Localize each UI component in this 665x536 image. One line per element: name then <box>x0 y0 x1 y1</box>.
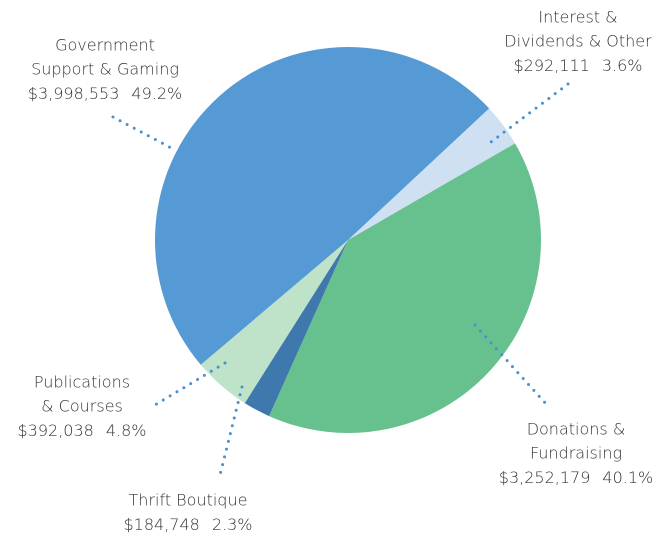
slice-label: Fundraising <box>530 444 622 463</box>
slice-label: Support & Gaming <box>31 60 179 79</box>
slice-label: Publications <box>34 373 130 392</box>
pie-slice <box>200 240 348 404</box>
value-label: $3,998,553 <box>28 84 120 103</box>
slice-value: $292,111 3.6% <box>514 56 643 75</box>
value-label: $3,252,179 <box>499 468 591 487</box>
leader-line <box>218 385 244 477</box>
slice-label: & Courses <box>41 397 123 416</box>
slice-value: $3,252,179 40.1% <box>499 468 653 487</box>
slice-value: $3,998,553 49.2% <box>28 84 182 103</box>
slice-label: Dividends & Other <box>504 32 652 51</box>
slice-label: Interest & <box>538 8 617 27</box>
value-label: $392,038 <box>18 421 94 440</box>
leader-line <box>111 115 177 152</box>
share-label: 3.6% <box>602 56 643 75</box>
share-label: 49.2% <box>131 84 182 103</box>
slice-label: Donations & <box>527 420 626 439</box>
slice-label: Government <box>55 36 155 55</box>
slice-value: $392,038 4.8% <box>18 421 147 440</box>
share-label: 40.1% <box>602 468 653 487</box>
leader-line <box>485 82 570 147</box>
slice-label: Thrift Boutique <box>129 491 248 510</box>
pie-slice <box>155 47 490 365</box>
pie-slice <box>269 143 541 434</box>
value-label: $292,111 <box>514 56 590 75</box>
leader-line <box>148 361 227 410</box>
slice-value: $184,748 2.3% <box>124 515 253 534</box>
pie-slice <box>244 240 348 417</box>
share-label: 4.8% <box>106 421 147 440</box>
share-label: 2.3% <box>212 515 253 534</box>
value-label: $184,748 <box>124 515 200 534</box>
pie-slice <box>348 108 516 240</box>
